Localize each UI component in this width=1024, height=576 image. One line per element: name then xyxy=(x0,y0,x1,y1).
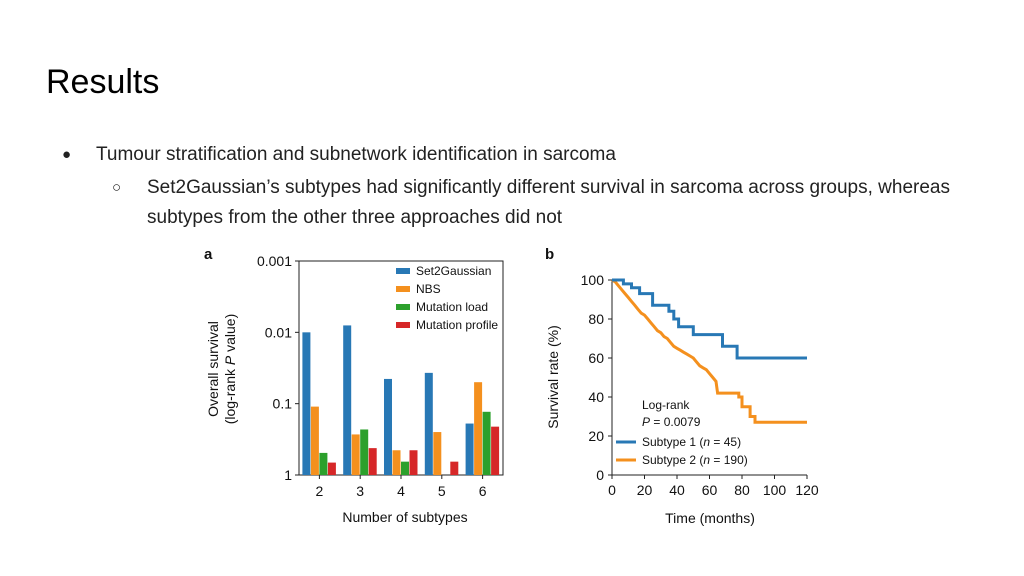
slide-title: Results xyxy=(46,63,160,101)
panel-a: a 0.001 0.01 0.1 1 2 3 4 5 6 Set2Gaussian NBS Muta… xyxy=(204,246,504,525)
panel-b-legend: Subtype 1 (n = 45) Subtype 2 (n = 190) xyxy=(616,435,748,467)
legend-label-mutation-load: Mutation load xyxy=(416,300,488,314)
legend-swatch-mutation-load xyxy=(396,304,410,310)
panel-b-xtick-label: 80 xyxy=(734,482,750,498)
bar-mutation-load-2 xyxy=(319,452,328,475)
panel-b-label: b xyxy=(545,246,554,263)
panel-a-ytick-label: 0.01 xyxy=(265,324,292,340)
panel-b-xlabel: Time (months) xyxy=(665,510,755,526)
panel-a-xlabel: Number of subtypes xyxy=(342,509,467,525)
bullet-item: ● Tumour stratification and subnetwork id… xyxy=(62,143,616,167)
legend-label-set2gaussian: Set2Gaussian xyxy=(416,264,491,278)
panel-a-bars xyxy=(302,325,500,475)
bar-nbs-3 xyxy=(351,434,360,475)
legend-label-subtype-1: Subtype 1 (n = 45) xyxy=(642,435,741,449)
bar-mutation-load-4 xyxy=(401,461,409,475)
panel-b-ytick-label: 20 xyxy=(588,428,604,444)
panel-b-xtick-label: 40 xyxy=(669,482,685,498)
legend-label-subtype-2: Subtype 2 (n = 190) xyxy=(642,453,748,467)
bar-mutation-profile-3 xyxy=(368,448,377,475)
bar-mutation-load-6 xyxy=(482,411,491,475)
bar-mutation-profile-4 xyxy=(409,450,418,475)
panel-a-ytick-label: 1 xyxy=(284,467,292,483)
panel-b-ytick-label: 0 xyxy=(596,467,604,483)
bar-set2gaussian-5 xyxy=(424,372,433,475)
panel-b-ytick-label: 100 xyxy=(581,272,605,288)
panel-b-xtick-label: 0 xyxy=(608,482,616,498)
bar-set2gaussian-6 xyxy=(465,423,474,475)
panel-a-xtick-label: 3 xyxy=(356,483,364,499)
legend-swatch-nbs xyxy=(396,286,410,292)
panel-b-ytick-label: 60 xyxy=(588,350,604,366)
panel-a-ytick-label: 0.001 xyxy=(257,253,292,269)
bar-mutation-load-3 xyxy=(360,429,369,475)
panel-a-label: a xyxy=(204,246,213,263)
legend-swatch-set2gaussian xyxy=(396,268,410,274)
bar-set2gaussian-3 xyxy=(343,325,352,475)
bar-nbs-2 xyxy=(310,406,319,475)
panel-a-xtick-label: 6 xyxy=(479,483,487,499)
bar-mutation-profile-2 xyxy=(327,462,336,475)
panel-a-ytick-label: 0.1 xyxy=(273,396,293,412)
bar-nbs-6 xyxy=(474,382,483,475)
panel-b-lines xyxy=(611,278,807,424)
panel-b-xtick-label: 120 xyxy=(795,482,819,498)
panel-b-ticks: 0 20 40 60 80 100 0 20 40 60 80 100 120 xyxy=(581,272,819,498)
survival-line-subtype-1 xyxy=(612,278,807,360)
sub-bullet-text: Set2Gaussian’s subtypes had significantl… xyxy=(147,177,950,228)
panel-a-xtick-label: 4 xyxy=(397,483,405,499)
legend-label-mutation-profile: Mutation profile xyxy=(416,318,498,332)
panel-b: b 0 20 40 60 80 100 0 20 40 60 80 100 120 Survival r… xyxy=(545,246,819,526)
panel-a-legend: Set2Gaussian NBS Mutation load Mutation pro… xyxy=(396,264,498,332)
panel-a-xtick-label: 2 xyxy=(316,483,324,499)
bar-set2gaussian-4 xyxy=(384,378,392,475)
sub-bullet-circle-icon: ○ xyxy=(112,179,122,196)
panel-a-ylabel-line1: Overall survival xyxy=(205,321,221,417)
panel-a-xtick-label: 5 xyxy=(438,483,446,499)
panel-b-xtick-label: 20 xyxy=(637,482,653,498)
panel-b-ytick-label: 40 xyxy=(588,389,604,405)
sub-bullet-item: ○ Set2Gaussian’s subtypes had significan… xyxy=(112,173,992,233)
panel-b-ytick-label: 80 xyxy=(588,311,604,327)
bar-set2gaussian-2 xyxy=(302,332,311,475)
bullet-dot-icon: ● xyxy=(62,146,72,163)
legend-label-nbs: NBS xyxy=(416,282,441,296)
panel-a-ticks: 0.001 0.01 0.1 1 2 3 4 5 6 xyxy=(257,253,487,499)
panel-a-ylabel-line2: (log-rank P value) xyxy=(222,314,238,425)
panel-b-xtick-label: 60 xyxy=(702,482,718,498)
panel-b-xtick-label: 100 xyxy=(763,482,787,498)
legend-swatch-mutation-profile xyxy=(396,322,410,328)
figure-canvas: a 0.001 0.01 0.1 1 2 3 4 5 6 Set2Gaussian NBS Muta… xyxy=(204,246,819,526)
panel-b-annotation-line1: Log-rank xyxy=(642,398,690,412)
bar-mutation-profile-5 xyxy=(450,461,459,475)
bullet-text: Tumour stratification and subnetwork ide… xyxy=(96,144,616,165)
panel-b-annotation-pvalue: P = 0.0079 xyxy=(642,415,701,429)
bar-mutation-profile-6 xyxy=(491,426,500,475)
figure: a 0.001 0.01 0.1 1 2 3 4 5 6 Set2Gaussian NBS Muta… xyxy=(190,238,830,543)
survival-line-subtype-2 xyxy=(611,278,807,424)
bar-nbs-5 xyxy=(433,432,442,475)
bar-nbs-4 xyxy=(392,450,401,475)
panel-b-ylabel: Survival rate (%) xyxy=(545,325,561,428)
